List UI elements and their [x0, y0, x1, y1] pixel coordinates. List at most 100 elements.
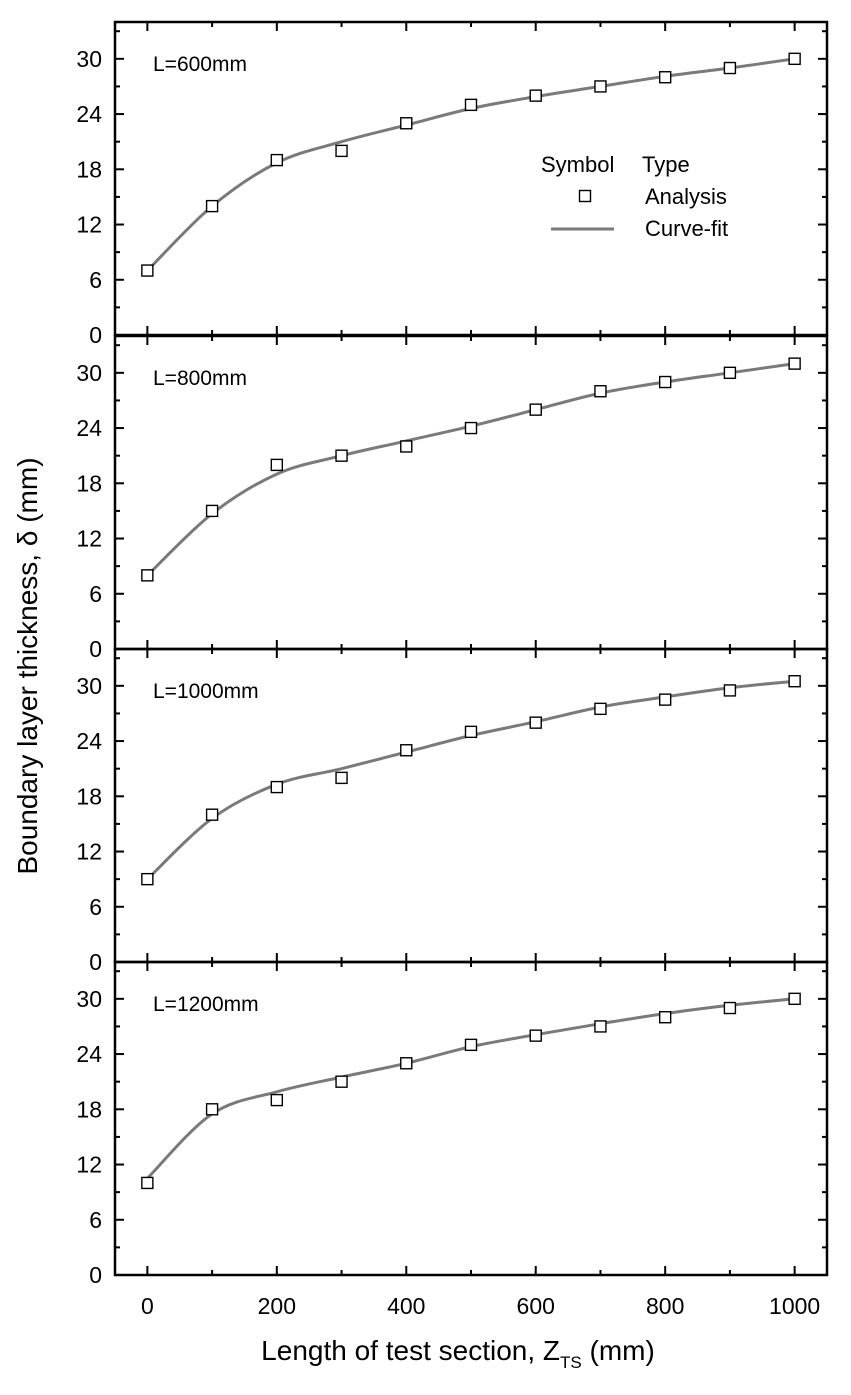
- analysis-point: [270, 153, 284, 167]
- legend-header-symbol: Symbol: [541, 152, 614, 177]
- x-tick-label: 600: [517, 1293, 555, 1319]
- analysis-point: [205, 1103, 219, 1116]
- legend-analysis-marker: [578, 189, 592, 203]
- y-axis-title-symbol: δ: [12, 531, 43, 547]
- analysis-point: [723, 61, 737, 75]
- y-tick-label: 6: [89, 1207, 102, 1233]
- analysis-point: [270, 780, 284, 794]
- y-tick-label: 18: [76, 470, 102, 496]
- panel-label: L=600mm: [153, 53, 247, 76]
- y-tick-label: 30: [76, 673, 102, 699]
- analysis-point: [658, 693, 672, 706]
- analysis-point: [464, 725, 478, 739]
- x-axis-title-subscript: TS: [560, 1353, 582, 1372]
- analysis-point: [270, 458, 284, 472]
- y-tick-label: 12: [76, 839, 102, 865]
- x-axis-title: Length of test section, ZTS (mm): [261, 1335, 655, 1372]
- y-tick-label: 0: [89, 949, 102, 975]
- analysis-point: [400, 440, 413, 453]
- analysis-point: [141, 569, 154, 582]
- legend-analysis-label: Analysis: [645, 184, 727, 209]
- analysis-point: [658, 1011, 672, 1024]
- x-axis-title-unit: (mm): [582, 1335, 655, 1366]
- legend: Symbol Type Analysis Curve-fit: [541, 152, 728, 241]
- analysis-point: [400, 1057, 413, 1070]
- analysis-point: [205, 199, 219, 213]
- y-tick-label: 30: [76, 360, 102, 386]
- analysis-point: [788, 52, 801, 66]
- y-tick-label: 30: [76, 46, 102, 72]
- y-tick-label: 24: [76, 101, 102, 127]
- legend-curve-fit-label: Curve-fit: [645, 216, 728, 241]
- curve-fit-line: [146, 997, 795, 1180]
- y-tick-label: 6: [89, 894, 102, 920]
- y-tick-label: 30: [76, 986, 102, 1012]
- panel-label: L=1200mm: [153, 993, 259, 1016]
- analysis-point: [205, 808, 219, 821]
- curve-fit-line: [146, 679, 795, 881]
- analysis-point: [335, 771, 348, 785]
- analysis-point: [658, 71, 672, 84]
- analysis-point: [529, 403, 542, 416]
- analysis-point: [658, 375, 672, 389]
- y-tick-label: 6: [89, 267, 102, 293]
- y-tick-label: 0: [89, 322, 102, 348]
- y-tick-label: 24: [76, 1041, 102, 1067]
- y-axis-title-unit: (mm): [12, 457, 43, 530]
- x-tick-label: 0: [141, 1293, 154, 1319]
- y-tick-label: 18: [76, 1096, 102, 1122]
- panel-4: 0 6 12 18 24 30 L=1200mm: [76, 960, 829, 1288]
- panel-label: L=1000mm: [153, 680, 259, 703]
- analysis-point: [141, 872, 154, 886]
- chart-panels: 0 6 12 18 24 30 L=600mm 0 6 12 18 24 30 L=800mm 0 6 12 18…: [76, 20, 829, 1319]
- analysis-point: [400, 117, 413, 130]
- y-tick-label: 18: [76, 783, 102, 809]
- analysis-point: [788, 357, 801, 370]
- analysis-point: [335, 449, 348, 462]
- x-tick-labels: 0 200 400 600 800 1000: [141, 1293, 820, 1319]
- analysis-point: [529, 89, 542, 102]
- x-tick-label: 400: [387, 1293, 425, 1319]
- analysis-point: [594, 1020, 607, 1033]
- analysis-point: [270, 1093, 284, 1107]
- analysis-point: [594, 80, 607, 93]
- y-axis-title: Boundary layer thickness, δ (mm): [12, 457, 43, 874]
- analysis-point: [205, 504, 219, 518]
- y-tick-label: 12: [76, 212, 102, 238]
- curve-fit-line: [146, 362, 795, 577]
- x-tick-label: 800: [646, 1293, 684, 1319]
- analysis-point: [723, 684, 737, 697]
- analysis-point: [529, 716, 542, 729]
- y-tick-label: 24: [76, 728, 102, 754]
- analysis-point: [594, 385, 607, 398]
- analysis-point: [723, 1001, 737, 1015]
- panel-3: 0 6 12 18 24 30 L=1000mm: [76, 647, 829, 975]
- analysis-point: [788, 675, 801, 688]
- y-tick-label: 24: [76, 415, 102, 441]
- analysis-point: [723, 366, 737, 380]
- y-tick-label: 18: [76, 156, 102, 182]
- analysis-point: [141, 264, 154, 277]
- x-tick-label: 200: [258, 1293, 296, 1319]
- analysis-point: [400, 744, 413, 757]
- panel-2: 0 6 12 18 24 30 L=800mm: [76, 334, 829, 662]
- y-axis-title-text: Boundary layer thickness,: [12, 546, 43, 874]
- analysis-point: [335, 1075, 348, 1088]
- legend-header-type: Type: [642, 152, 690, 177]
- analysis-point: [464, 421, 478, 435]
- analysis-point: [594, 702, 607, 716]
- analysis-point: [464, 1038, 478, 1052]
- analysis-point: [335, 144, 348, 158]
- y-tick-label: 12: [76, 526, 102, 552]
- y-tick-label: 6: [89, 581, 102, 607]
- y-tick-label: 0: [89, 636, 102, 662]
- analysis-point: [788, 992, 801, 1006]
- analysis-point: [529, 1029, 542, 1042]
- analysis-point: [141, 1176, 154, 1190]
- analysis-point: [464, 98, 478, 112]
- panel-label: L=800mm: [153, 367, 247, 390]
- x-tick-label: 1000: [769, 1293, 820, 1319]
- x-axis-title-text: Length of test section, Z: [261, 1335, 560, 1366]
- y-tick-label: 0: [89, 1262, 102, 1288]
